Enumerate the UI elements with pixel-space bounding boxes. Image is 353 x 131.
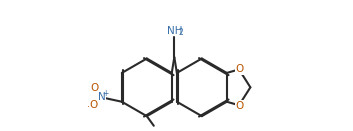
Text: +: + <box>102 89 109 98</box>
Text: 2: 2 <box>179 28 183 37</box>
Text: NH: NH <box>167 26 183 36</box>
Text: O: O <box>91 83 99 93</box>
Text: N: N <box>98 92 106 102</box>
Text: −: − <box>86 101 93 110</box>
Text: O: O <box>236 101 244 111</box>
Text: O: O <box>90 100 98 110</box>
Text: O: O <box>236 64 244 74</box>
